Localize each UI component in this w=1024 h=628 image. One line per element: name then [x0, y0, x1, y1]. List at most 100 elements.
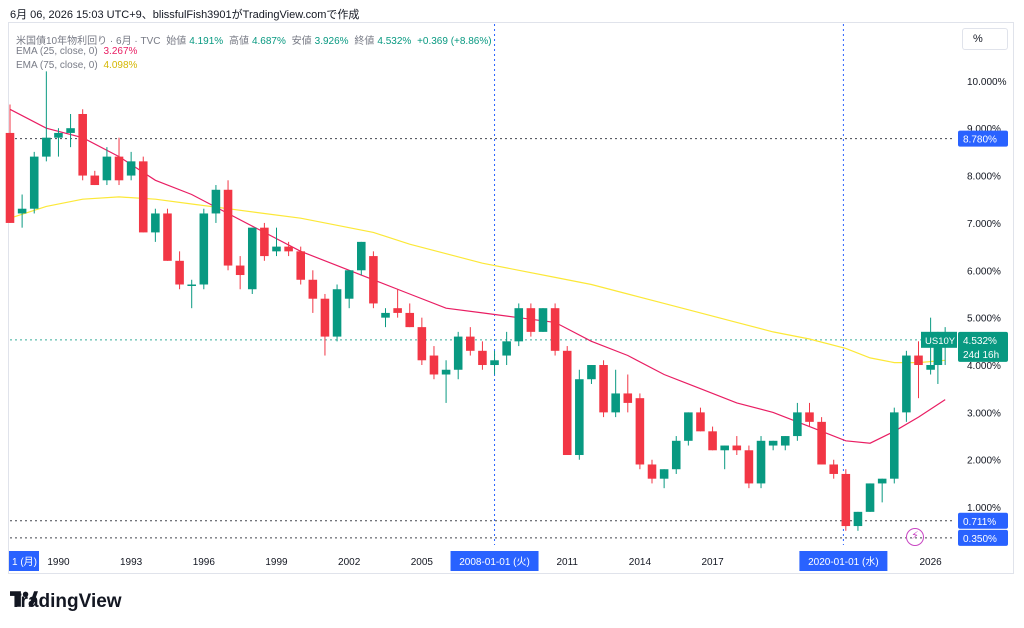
- x-tick-label: 1993: [120, 557, 143, 568]
- candle-body: [429, 355, 439, 375]
- y-tick-label: 8.000%: [967, 172, 1001, 183]
- price-label-text: 0.350%: [963, 534, 997, 545]
- candle-body: [865, 483, 875, 512]
- candle-body: [344, 270, 354, 299]
- candle-body: [453, 336, 463, 370]
- price-label-box: [958, 512, 1008, 529]
- candle-body: [933, 341, 943, 366]
- date-label-box: [450, 551, 539, 571]
- candle-body: [829, 464, 838, 474]
- x-left-label: 1 (月): [12, 556, 37, 568]
- last-price-box: [958, 331, 1008, 362]
- candle-body: [526, 308, 536, 332]
- candle-body: [889, 412, 899, 479]
- candle-body: [684, 412, 693, 441]
- legend-close: 4.532%: [377, 36, 412, 47]
- candle-body: [805, 412, 814, 422]
- candle-body: [853, 511, 863, 527]
- tradingview-logo-icon: [10, 591, 38, 607]
- candle-body: [405, 312, 415, 328]
- candle-body: [247, 227, 257, 290]
- candle-body: [223, 189, 233, 266]
- price-label-box: [958, 130, 1008, 147]
- candle-body: [466, 336, 475, 351]
- candle-body: [163, 213, 172, 261]
- x-tick-label: 1999: [265, 557, 288, 568]
- x-tick-label: 2011: [556, 557, 578, 568]
- candle-body: [587, 365, 596, 380]
- legend-ema75: EMA (75, close, 0) 4.098%: [16, 60, 140, 71]
- price-label-text: 8.780%: [963, 135, 997, 146]
- candle-body: [54, 132, 63, 138]
- candle-body: [296, 251, 306, 280]
- legend-change: +0.369 (+8.86%): [417, 36, 492, 47]
- candle-body: [138, 161, 148, 233]
- legend-open: 4.191%: [189, 36, 224, 47]
- candle-body: [550, 308, 560, 351]
- candle-body: [102, 156, 112, 181]
- candle-body: [114, 156, 124, 181]
- candle-body: [635, 398, 645, 465]
- date-label-box: [799, 551, 888, 571]
- candle-body: [211, 189, 221, 214]
- x-left-label-box: [9, 551, 39, 571]
- tradingview-brand[interactable]: TradingView: [10, 591, 122, 613]
- candle-body: [538, 308, 548, 332]
- y-tick-label: 1.000%: [967, 503, 1001, 514]
- legend-ema25-value: 3.267%: [103, 46, 138, 57]
- legend-low-label: 安値: [291, 36, 312, 47]
- candle-body: [78, 113, 87, 176]
- legend-ema75-label: EMA (75, close, 0): [16, 60, 98, 71]
- candle-body: [514, 308, 524, 342]
- candle-body: [187, 284, 196, 286]
- candle-body: [17, 208, 27, 214]
- candle-body: [708, 431, 717, 451]
- candle-body: [793, 412, 802, 437]
- candle-body: [308, 279, 318, 299]
- candle-body: [768, 440, 778, 446]
- candle-body: [284, 246, 293, 252]
- date-label-text: 2008-01-01 (火): [459, 556, 530, 568]
- candle-body: [478, 350, 487, 366]
- candle-body: [611, 393, 620, 413]
- candle-body: [575, 379, 584, 456]
- ema-line: [9, 108, 946, 444]
- legend-instrument: 米国債10年物利回り · 6月 · TVC: [16, 36, 161, 47]
- candle-body: [732, 445, 742, 451]
- candle-body: [562, 350, 572, 456]
- candle-body: [720, 445, 729, 451]
- legend-close-label: 終値: [354, 36, 375, 47]
- candle-body: [199, 213, 209, 285]
- candle-body: [66, 128, 75, 133]
- candle-body: [914, 355, 923, 366]
- candle-body: [902, 355, 911, 413]
- candle-body: [332, 289, 342, 337]
- symbol-label-box: [921, 331, 957, 348]
- flash-icon[interactable]: ⚡: [906, 528, 924, 546]
- percent-scale-button[interactable]: %: [962, 28, 1008, 50]
- candle-body: [490, 360, 499, 366]
- candle-body: [623, 393, 633, 403]
- x-tick-label: 2017: [701, 557, 724, 568]
- candle-body: [877, 478, 887, 484]
- y-tick-label: 9.000%: [967, 124, 1001, 135]
- legend-ema25-label: EMA (25, close, 0): [16, 46, 98, 57]
- ema-line: [9, 196, 946, 364]
- symbol-label-text: US10Y: [925, 336, 956, 347]
- candle-body: [671, 440, 681, 470]
- candle-body: [5, 132, 15, 223]
- x-tick-label: 2026: [919, 557, 942, 568]
- y-tick-label: 6.000%: [967, 266, 1001, 277]
- candle-body: [744, 450, 754, 484]
- y-tick-label: 4.000%: [967, 361, 1001, 372]
- candle-body: [393, 308, 402, 313]
- price-label-text: 0.711%: [963, 517, 996, 528]
- candle-body: [696, 412, 705, 432]
- candle-body: [320, 298, 330, 337]
- candle-body: [90, 175, 100, 186]
- candle-body: [357, 241, 366, 271]
- candle-body: [599, 365, 608, 413]
- y-tick-label: 2.000%: [967, 456, 1001, 467]
- chart-header: 6月 06, 2026 15:03 UTC+9、blissfulFish3901…: [10, 9, 360, 21]
